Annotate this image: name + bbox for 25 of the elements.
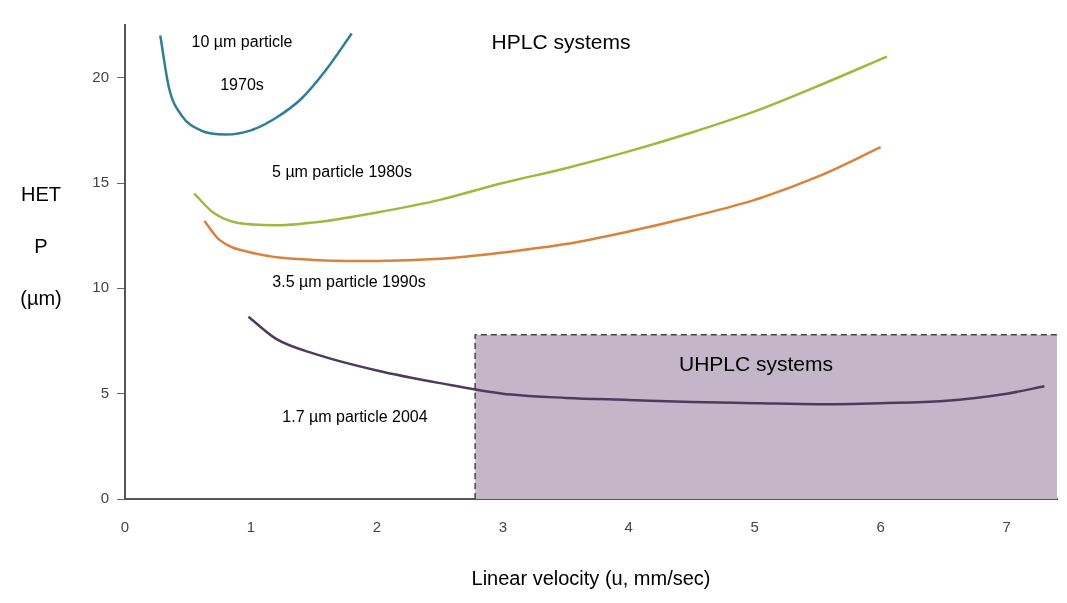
line-series [203,145,882,263]
x-tick-label: 3 [498,518,508,536]
x-tick-label: 7 [1002,518,1011,536]
y-tick-label: 10 [92,278,109,296]
y-tick-label: 0 [100,489,109,507]
x-tick-label: 2 [372,518,382,536]
x-tick-label: 6 [876,518,885,536]
x-tick-label: 0 [120,518,130,536]
line-series [159,32,353,136]
y-tick-label: 5 [100,383,109,401]
text: 10 µm particle 1970s [191,33,293,94]
x-tick-label: 5 [750,518,759,536]
line-series [193,55,889,227]
series-label: 3.5 µm particle 1990s [272,273,426,291]
x-tick-label: 4 [624,518,633,536]
line-series [247,315,1046,406]
y-tick-label: 15 [92,173,109,191]
annotation: UHPLC systems [678,351,834,375]
x-tick-label: 1 [246,518,256,536]
text: HETP (µm) [20,183,62,309]
annotation: HPLC systems [491,29,631,53]
series-label: 5 µm particle 1980s [272,163,412,181]
series-label: 1.7 µm particle 2004 [282,408,428,426]
x-axis-title: Linear velocity (u, mm/sec) [471,566,711,589]
y-tick-label: 20 [92,67,109,85]
